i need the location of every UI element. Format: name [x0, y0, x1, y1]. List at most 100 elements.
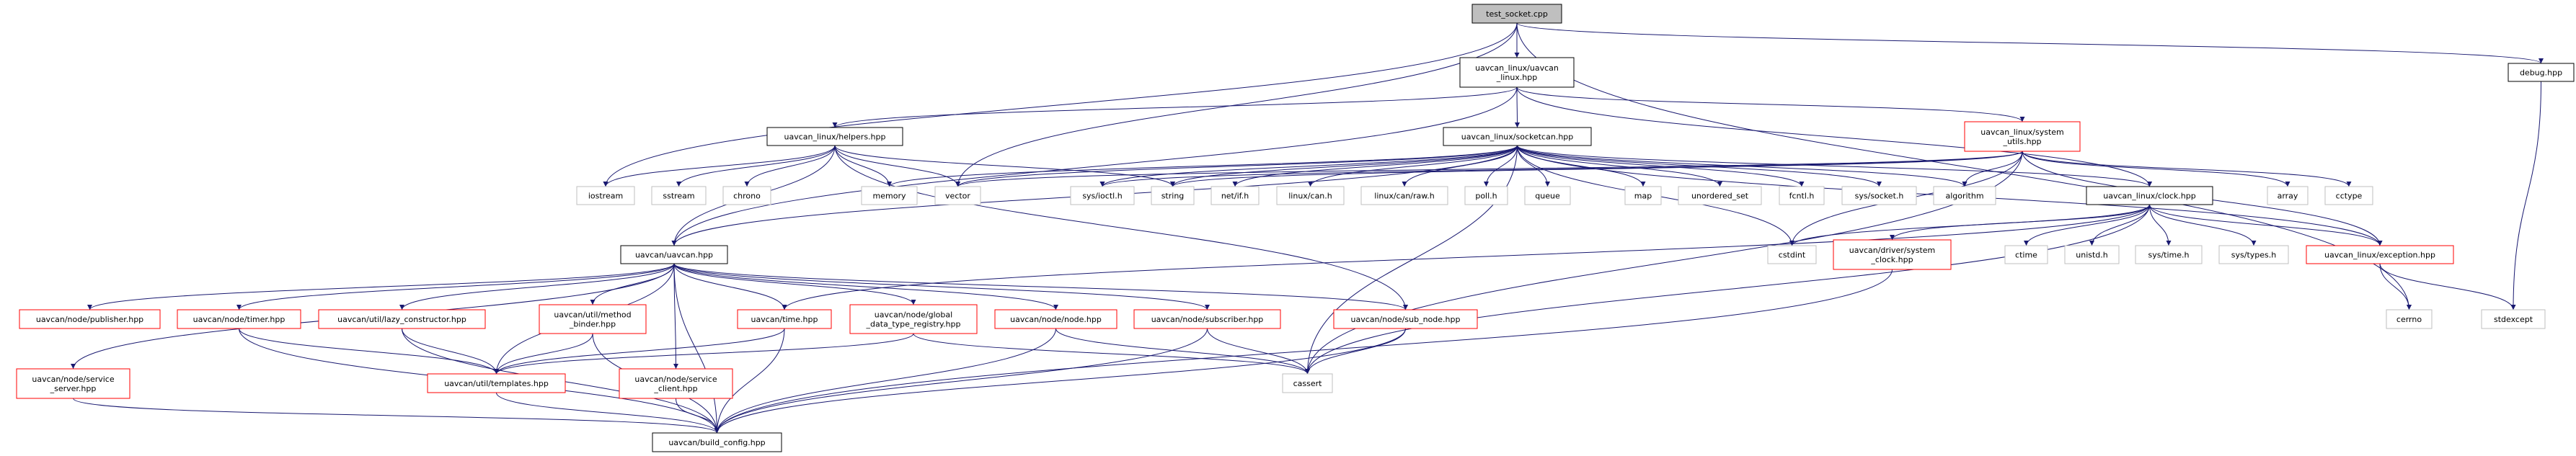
- edge-uavcan-to-sub_node: [673, 263, 1408, 310]
- node-cstdint[interactable]: cstdint: [1767, 245, 1817, 264]
- node-map[interactable]: map: [1624, 186, 1662, 205]
- node-iostream[interactable]: iostream: [576, 186, 635, 205]
- node-templates[interactable]: uavcan/util/templates.hpp: [427, 373, 566, 393]
- node-sub-node[interactable]: uavcan/node/sub_node.hpp: [1333, 309, 1478, 329]
- edge-helpers-to-memory: [834, 145, 892, 187]
- node-array[interactable]: array: [2267, 186, 2309, 205]
- node-net-if[interactable]: net/if.h: [1210, 186, 1260, 205]
- node-uavcan[interactable]: uavcan/uavcan.hpp: [620, 245, 728, 264]
- edge-system_utils-to-cctype: [2022, 151, 2352, 187]
- node-time[interactable]: uavcan/time.hpp: [737, 309, 832, 329]
- node-uavcan-linux[interactable]: uavcan_linux/uavcan_linux.hpp: [1459, 57, 1575, 88]
- node-box: [1524, 186, 1571, 205]
- edge-uavcan-to-build_config: [673, 263, 720, 434]
- edge-socketcan-to-vector: [955, 145, 1518, 187]
- node-fcntl[interactable]: fcntl.h: [1779, 186, 1825, 205]
- node-label: poll.h: [1475, 192, 1497, 201]
- edge-node-to-build_config: [714, 328, 1056, 434]
- node-label: sys/time.h: [2148, 251, 2190, 260]
- edge-helpers-to-sub_node: [834, 145, 1408, 310]
- node-service-client[interactable]: uavcan/node/service_client.hpp: [619, 368, 733, 399]
- edge-time-to-templates: [494, 328, 785, 375]
- edge-uavcan-to-global_registry: [673, 263, 916, 305]
- node-sys-socket[interactable]: sys/socket.h: [1841, 186, 1917, 205]
- node-box: [539, 304, 647, 334]
- node-publisher[interactable]: uavcan/node/publisher.hpp: [19, 309, 161, 329]
- node-service-server[interactable]: uavcan/node/service_server.hpp: [16, 368, 130, 399]
- node-ctime[interactable]: ctime: [2004, 245, 2048, 264]
- node-label: sys/types.h: [2231, 251, 2276, 260]
- node-global-registry[interactable]: uavcan/node/global_data_type_registry.hp…: [849, 304, 978, 334]
- node-label: algorithm: [1945, 192, 1983, 201]
- node-label: test_socket.cpp: [1486, 9, 1548, 19]
- node-linux-can[interactable]: linux/can.h: [1276, 186, 1345, 205]
- node-label: uavcan/time.hpp: [751, 315, 818, 324]
- node-socketcan[interactable]: uavcan_linux/socketcan.hpp: [1443, 127, 1592, 146]
- node-helpers[interactable]: uavcan_linux/helpers.hpp: [766, 127, 903, 146]
- edge-clock-to-time: [782, 204, 2150, 310]
- node-stdexcept[interactable]: stdexcept: [2481, 309, 2546, 329]
- node-algorithm[interactable]: algorithm: [1933, 186, 1996, 205]
- node-label: uavcan/util/method: [554, 310, 631, 320]
- node-label: stdexcept: [2494, 315, 2533, 324]
- node-sys-ioctl[interactable]: sys/ioctl.h: [1070, 186, 1135, 205]
- node-sys-time[interactable]: sys/time.h: [2135, 245, 2203, 264]
- node-node[interactable]: uavcan/node/node.hpp: [994, 309, 1117, 329]
- node-label: _data_type_registry.hpp: [866, 320, 961, 329]
- edge-socketcan-to-string: [1170, 145, 1518, 187]
- node-lazy-constructor[interactable]: uavcan/util/lazy_constructor.hpp: [318, 309, 486, 329]
- node-box: [737, 309, 832, 329]
- edge-test_socket-to-vector: [955, 22, 1518, 187]
- node-build-config[interactable]: uavcan/build_config.hpp: [652, 432, 782, 452]
- node-sstream[interactable]: sstream: [651, 186, 707, 205]
- edge-helpers-to-vector: [834, 145, 960, 187]
- edge-socketcan-to-poll: [1484, 145, 1518, 187]
- edge-uavcan_linux-to-uavcan: [671, 86, 1518, 246]
- edge-subscriber-to-cassert: [1207, 328, 1310, 375]
- node-method-binder[interactable]: uavcan/util/method_binder.hpp: [539, 304, 647, 334]
- node-box: [1933, 186, 1996, 205]
- node-subscriber[interactable]: uavcan/node/subscriber.hpp: [1133, 309, 1281, 329]
- nodes-layer: test_socket.cpp uavcan_linux/uavcan_linux…: [16, 4, 2575, 452]
- node-string[interactable]: string: [1151, 186, 1195, 205]
- node-chrono[interactable]: chrono: [722, 186, 771, 205]
- edge-uavcan-to-service_client: [673, 263, 678, 370]
- node-label: uavcan_linux/socketcan.hpp: [1461, 133, 1574, 142]
- edge-uavcan-to-lazy_constructor: [399, 263, 675, 310]
- node-timer[interactable]: uavcan/node/timer.hpp: [177, 309, 301, 329]
- node-test-socket[interactable]: test_socket.cpp: [1471, 4, 1562, 24]
- node-label: _clock.hpp: [1870, 255, 1913, 264]
- node-box: [318, 309, 486, 329]
- node-label: uavcan_linux/uavcan: [1475, 63, 1559, 73]
- node-label: uavcan/node/subscriber.hpp: [1151, 315, 1264, 324]
- node-box: [1471, 4, 1562, 24]
- node-label: uavcan/uavcan.hpp: [635, 251, 713, 260]
- node-vector[interactable]: vector: [934, 186, 981, 205]
- node-box: [2086, 186, 2213, 205]
- node-queue[interactable]: queue: [1524, 186, 1571, 205]
- node-cassert[interactable]: cassert: [1282, 373, 1333, 393]
- node-label: cassert: [1293, 379, 1323, 388]
- node-box: [2064, 245, 2120, 264]
- node-system-utils[interactable]: uavcan_linux/system_utils.hpp: [1964, 121, 2081, 152]
- node-system-clock[interactable]: uavcan/driver/system_clock.hpp: [1833, 239, 1952, 270]
- node-box: [1360, 186, 1448, 205]
- edge-socketcan-to-memory: [887, 145, 1518, 187]
- node-sys-types[interactable]: sys/types.h: [2218, 245, 2289, 264]
- node-debug[interactable]: debug.hpp: [2508, 63, 2575, 82]
- node-cerrno[interactable]: cerrno: [2386, 309, 2433, 329]
- node-cctype[interactable]: cctype: [2324, 186, 2373, 205]
- node-linux-can-raw[interactable]: linux/can/raw.h: [1360, 186, 1448, 205]
- node-box: [1443, 127, 1592, 146]
- edge-exception-to-stdexcept: [2379, 263, 2516, 310]
- node-memory[interactable]: memory: [861, 186, 918, 205]
- edge-node-to-cassert: [1055, 328, 1310, 375]
- node-unistd[interactable]: unistd.h: [2064, 245, 2120, 264]
- node-poll[interactable]: poll.h: [1464, 186, 1508, 205]
- node-unordered-set[interactable]: unordered_set: [1678, 186, 1762, 205]
- node-clock[interactable]: uavcan_linux/clock.hpp: [2086, 186, 2213, 205]
- node-label: iostream: [588, 192, 623, 201]
- node-box: [2135, 245, 2203, 264]
- node-exception[interactable]: uavcan_linux/exception.hpp: [2306, 245, 2454, 264]
